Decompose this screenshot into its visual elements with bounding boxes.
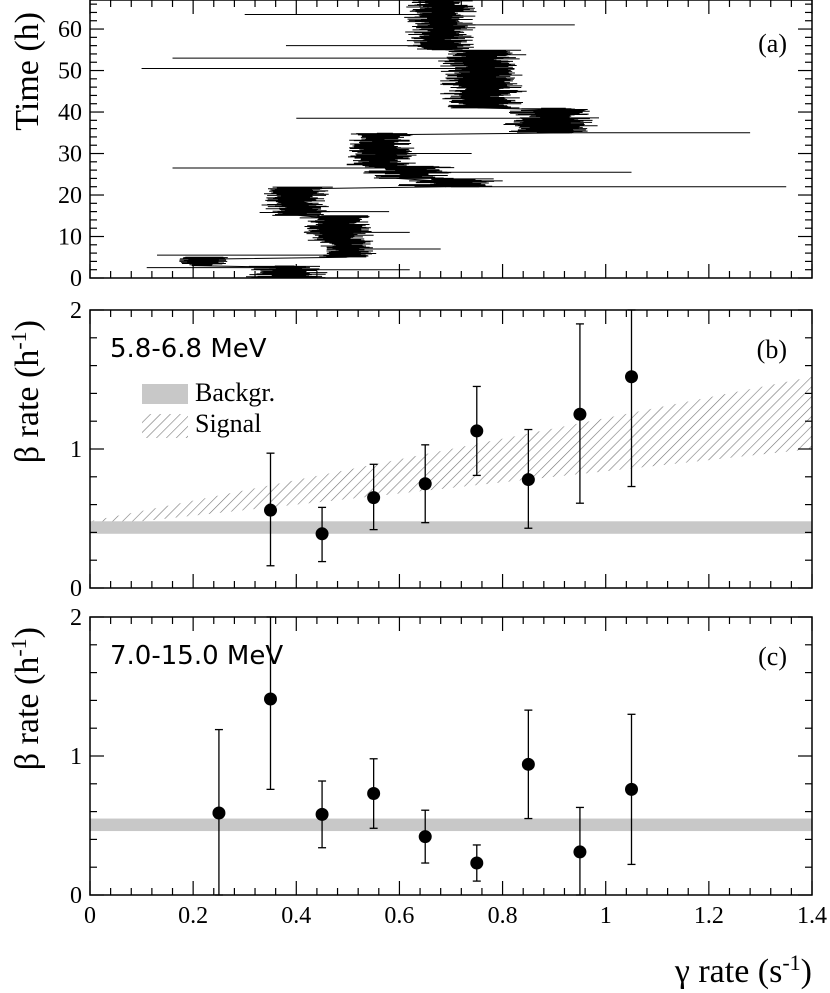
gamma-rate-trace (179, 0, 599, 279)
y-tick-label: 0 (70, 883, 82, 909)
background-band (90, 818, 812, 832)
panel-c-label: (c) (758, 642, 787, 671)
panel-b-ylabel: β rate (h-1) (6, 320, 46, 463)
point-marker (418, 477, 432, 491)
point-marker (367, 787, 381, 801)
panel-b-data (264, 309, 638, 567)
x-tick-label: 0.6 (384, 903, 414, 929)
point-marker (418, 830, 432, 844)
x-tick-label: 0 (84, 903, 96, 929)
point-marker (470, 856, 484, 870)
point-marker (264, 692, 277, 706)
data-point (470, 844, 484, 882)
x-axis-title-main: γ rate (s (674, 953, 783, 990)
data-point (470, 385, 484, 477)
data-point (521, 709, 535, 820)
y-tick-label: 20 (58, 183, 82, 209)
data-point (521, 428, 535, 529)
legend-signal-swatch (142, 414, 188, 438)
panel-a-ticks: 0 10 20 30 40 50 60 (58, 0, 813, 292)
point-marker (315, 807, 329, 821)
background-band (90, 521, 812, 534)
point-marker (625, 370, 638, 384)
panel-b-label: (b) (757, 335, 787, 364)
point-marker (573, 845, 587, 859)
y-tick-label: 0 (70, 266, 82, 292)
panel-c-energy-range: 7.0-15.0 MeV (110, 641, 283, 671)
y-tick-label: 1 (70, 437, 82, 463)
y-tick-label: 1 (70, 744, 82, 770)
legend-background-swatch (142, 384, 188, 404)
y-tick-label: 50 (58, 59, 82, 85)
panel-c-ylabel: β rate (h-1) (6, 627, 46, 770)
panel-a-data (141, 0, 787, 279)
panel-b-ticks: 0 1 2 (70, 298, 813, 602)
panel-a-frame (89, 0, 813, 279)
panel-c-ylabel-close: ) (9, 627, 46, 638)
y-tick-label: 0 (70, 576, 82, 602)
y-tick-label: 2 (70, 298, 82, 324)
point-marker (521, 757, 535, 771)
point-marker (521, 473, 535, 487)
x-tick-label: 1.4 (797, 903, 827, 929)
panel-c-data (212, 616, 638, 896)
x-tick-labels: 0 0.2 0.4 0.6 0.8 1 1.2 1.4 (84, 903, 827, 929)
panel-b-energy-range: 5.8-6.8 MeV (110, 334, 267, 364)
point-marker (625, 782, 638, 796)
panel-b-ylabel-close: ) (9, 320, 46, 331)
data-point (418, 809, 432, 864)
y-tick-label: 30 (58, 142, 82, 168)
y-tick-label: 10 (58, 225, 82, 251)
point-marker (367, 491, 381, 505)
legend-background-label: Backgr. (195, 378, 275, 407)
panel-a: 0 10 20 30 40 50 60 (a) Time (h) (9, 0, 813, 292)
data-point (315, 506, 329, 563)
data-point (367, 463, 381, 531)
x-tick-label: 0.8 (488, 903, 518, 929)
panel-a-ylabel: Time (h) (9, 12, 46, 131)
panel-c-ylabel-sup: -1 (6, 638, 31, 656)
point-marker (470, 424, 484, 438)
panel-b-ylabel-sup: -1 (6, 331, 31, 349)
point-marker (212, 806, 226, 820)
y-tick-label: 60 (58, 17, 82, 43)
point-marker (573, 407, 587, 421)
x-tick-label: 1 (600, 903, 612, 929)
data-point (264, 452, 277, 567)
legend: Backgr. Signal (142, 378, 275, 438)
data-point (212, 728, 226, 896)
data-point (573, 323, 587, 504)
panel-c: 012 (c) 7.0-15.0 MeV β rate (h-1) 0 0.2 0.… (6, 605, 827, 990)
data-point (367, 758, 381, 829)
y-tick-label: 2 (70, 605, 82, 631)
point-marker (264, 503, 277, 517)
x-axis-title: γ rate (s-1) (674, 950, 812, 990)
panel-b-ylabel-main: β rate (h (9, 350, 46, 464)
panel-c-ticks: 0 1 2 (70, 605, 813, 909)
x-axis-title-close: ) (801, 953, 812, 990)
panel-b: 0 1 2 (b) 5.8-6.8 MeV Backgr. Signal β rat… (6, 298, 813, 602)
y-tick-label: 40 (58, 100, 82, 126)
x-axis-title-sup: -1 (782, 950, 800, 975)
data-point (625, 713, 638, 866)
x-tick-label: 1.2 (694, 903, 724, 929)
legend-signal-label: Signal (195, 409, 261, 438)
panel-a-label: (a) (758, 29, 787, 58)
x-tick-label: 0.2 (178, 903, 208, 929)
x-tick-label: 0.4 (281, 903, 311, 929)
panel-c-ylabel-main: β rate (h (9, 657, 46, 771)
data-point (315, 780, 329, 849)
data-point (418, 444, 432, 524)
point-marker (315, 527, 329, 541)
